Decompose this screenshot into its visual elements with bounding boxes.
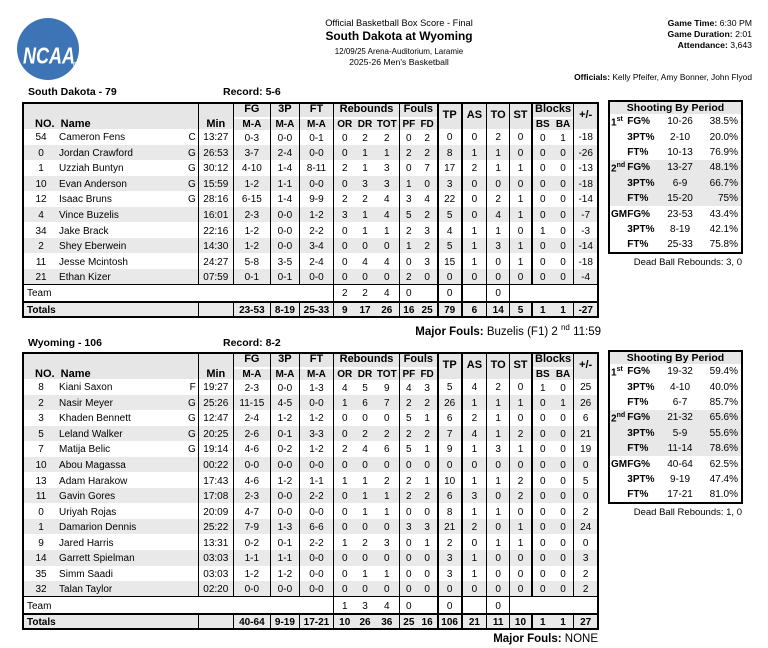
svg-text:NCAA: NCAA (23, 43, 75, 69)
svg-text:R: R (74, 63, 77, 67)
